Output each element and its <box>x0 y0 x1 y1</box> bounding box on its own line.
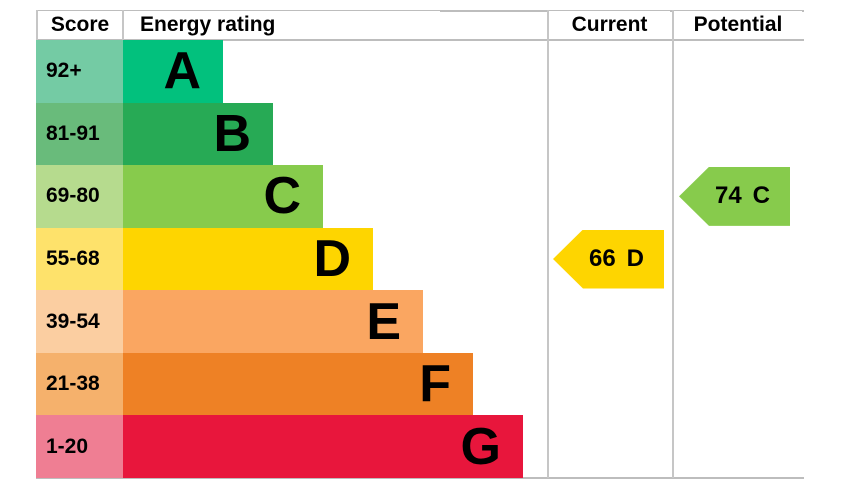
band-row-c: 69-80 C <box>36 165 556 228</box>
band-bar-e: E <box>123 290 423 353</box>
band-bar-f: F <box>123 352 473 416</box>
score-range-label: 69-80 <box>36 165 123 228</box>
band-letter: D <box>313 229 351 288</box>
band-bar-a: A <box>123 40 223 103</box>
band-row-d: 55-68 D <box>36 227 556 291</box>
current-value: 66 <box>588 245 616 272</box>
potential-column-header: Potential <box>674 11 802 39</box>
band-rows: 92+ A 81-91 B 69-80 C 55-68 D 39-54 E 21-38 F 1-20 G <box>36 40 556 478</box>
score-range-label: 92+ <box>36 40 123 103</box>
band-row-f: 21-38 F <box>36 352 556 416</box>
band-letter: C <box>263 167 301 226</box>
band-row-g: 1-20 G <box>36 415 556 478</box>
band-letter: B <box>213 104 251 163</box>
band-bar-c: C <box>123 165 323 228</box>
header-bottom-border <box>36 39 804 41</box>
band-bar-d: D <box>123 227 373 291</box>
band-letter: A <box>163 42 201 101</box>
band-letter: E <box>366 292 401 351</box>
score-column-divider <box>122 10 124 40</box>
potential-arrow: 74 C <box>679 166 790 226</box>
header-left-border <box>36 10 38 40</box>
band-letter: G <box>460 417 501 476</box>
current-band: D <box>626 245 645 272</box>
band-bar-b: B <box>123 102 273 166</box>
potential-value: 74 <box>714 182 742 210</box>
band-bar-g: G <box>123 415 523 478</box>
band-row-b: 81-91 B <box>36 102 556 166</box>
current-column-divider <box>547 10 549 478</box>
band-letter: F <box>419 355 451 414</box>
current-arrow: 66 D <box>553 229 664 289</box>
current-column-header: Current <box>549 11 670 39</box>
energy-rating-column-header: Energy rating <box>124 11 440 39</box>
potential-column-divider <box>672 10 674 478</box>
score-range-label: 39-54 <box>36 290 123 353</box>
score-range-label: 21-38 <box>36 352 123 416</box>
score-range-label: 55-68 <box>36 227 123 291</box>
table-bottom-border <box>36 477 804 479</box>
score-range-label: 81-91 <box>36 102 123 166</box>
score-column-header: Score <box>38 11 122 39</box>
band-row-e: 39-54 E <box>36 290 556 353</box>
band-row-a: 92+ A <box>36 40 556 103</box>
potential-band: C <box>752 182 771 210</box>
score-range-label: 1-20 <box>36 415 123 478</box>
